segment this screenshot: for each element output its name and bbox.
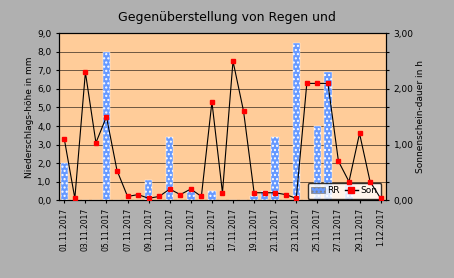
Bar: [103, 52, 110, 200]
Bar: [345, 185, 353, 200]
Y-axis label: Niederschlags-höhe in mm: Niederschlags-höhe in mm: [25, 56, 35, 178]
Bar: [271, 137, 279, 200]
Bar: [166, 137, 173, 200]
Bar: [324, 72, 331, 200]
Bar: [261, 191, 268, 200]
Bar: [251, 197, 258, 200]
Legend: RR, Son: RR, Son: [308, 183, 381, 199]
Text: Gegenüberstellung von Regen und: Gegenüberstellung von Regen und: [118, 11, 336, 24]
Y-axis label: Sonnenschein-dauer in h: Sonnenschein-dauer in h: [416, 60, 425, 173]
Bar: [292, 43, 300, 200]
Bar: [60, 163, 68, 200]
Bar: [208, 191, 216, 200]
Bar: [145, 180, 153, 200]
Bar: [187, 191, 194, 200]
Bar: [314, 126, 321, 200]
